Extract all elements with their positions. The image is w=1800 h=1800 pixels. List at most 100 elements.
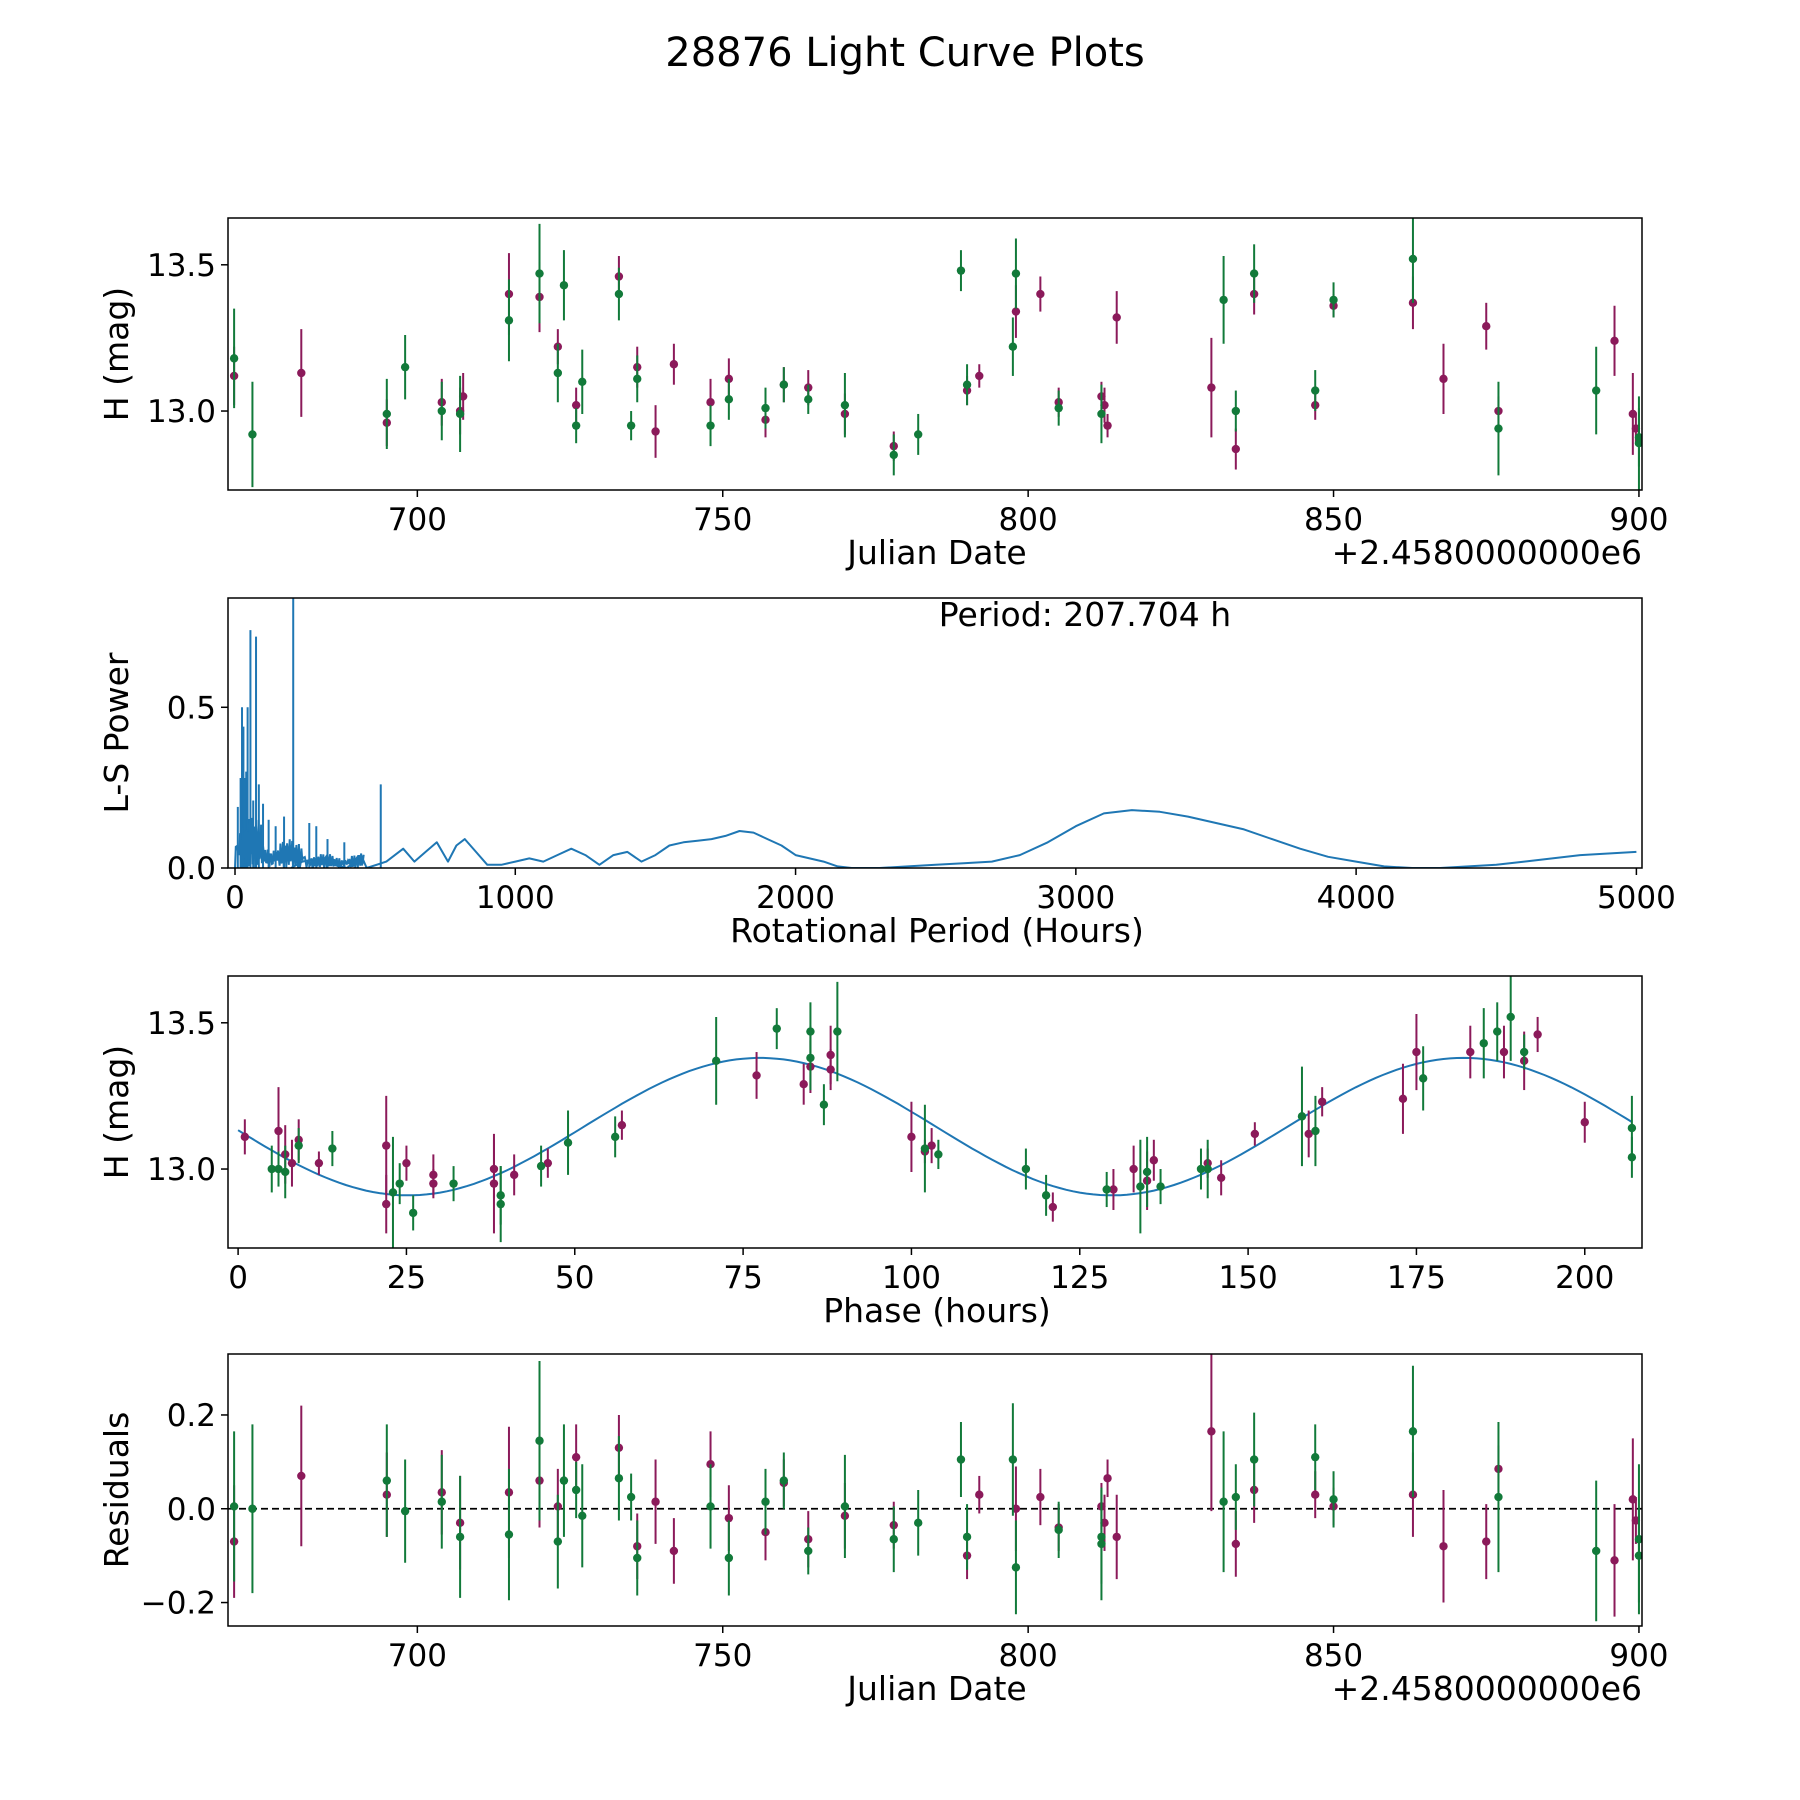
- data-point-filter_b: [724, 395, 734, 404]
- data-point-filter_b: [761, 1497, 770, 1506]
- data-point-filter_b: [914, 430, 923, 439]
- data-point-filter_a: [543, 1158, 553, 1168]
- data-point-filter_b: [504, 316, 514, 325]
- data-point-filter_b: [1494, 424, 1503, 433]
- data-point-filter_a: [975, 1490, 984, 1499]
- data-point-filter_b: [1329, 295, 1338, 305]
- data-point-filter_b: [1591, 386, 1601, 395]
- data-point-filter_b: [578, 377, 587, 386]
- data-point-filter_a: [240, 1132, 250, 1142]
- data-point-filter_b: [1097, 409, 1106, 419]
- plot-area: [228, 1354, 1642, 1622]
- data-point-filter_a: [1109, 1185, 1118, 1194]
- x-tick-label: 0: [225, 880, 245, 916]
- x-tick-label: 75: [723, 1260, 762, 1296]
- data-point-filter_a: [1112, 1532, 1121, 1542]
- y-tick-label: 13.5: [147, 248, 216, 284]
- data-point-filter_b: [633, 374, 642, 384]
- data-point-filter_b: [388, 1188, 398, 1197]
- plot-area: [229, 218, 1642, 490]
- y-axis-label: H (mag): [97, 1045, 136, 1179]
- data-point-filter_a: [1231, 1539, 1241, 1549]
- data-point-filter_b: [1408, 1427, 1418, 1436]
- x-tick-label: 3000: [1036, 880, 1115, 916]
- data-point-filter_a: [1580, 1118, 1589, 1127]
- data-point-filter_a: [1036, 1492, 1045, 1502]
- data-point-filter_a: [651, 427, 660, 436]
- data-point-filter_b: [294, 1141, 303, 1150]
- x-axis-label: Rotational Period (Hours): [730, 911, 1144, 950]
- data-point-filter_a: [1317, 1097, 1327, 1106]
- data-point-filter_b: [1311, 1452, 1320, 1462]
- data-point-filter_b: [806, 1053, 815, 1063]
- data-point-filter_b: [1311, 1126, 1320, 1136]
- data-point-filter_b: [571, 1485, 581, 1495]
- data-point-filter_b: [1634, 433, 1642, 442]
- data-point-filter_a: [1216, 1173, 1226, 1183]
- data-point-filter_b: [1021, 1164, 1031, 1174]
- y-axis-label: H (mag): [97, 287, 136, 421]
- data-point-filter_a: [1103, 1474, 1112, 1483]
- panel-phased: 0 25 50 75 100 125 150 175 200 13.0 13.5 Phase (hou…: [97, 975, 1643, 1330]
- x-axis-label: Phase (hours): [823, 1291, 1051, 1330]
- data-point-filter_a: [1207, 383, 1216, 392]
- data-point-filter_b: [455, 409, 465, 419]
- x-tick-label: 750: [693, 1638, 752, 1674]
- data-point-filter_b: [1054, 1525, 1063, 1535]
- data-point-filter_b: [274, 1164, 283, 1174]
- data-point-filter_a: [724, 1513, 734, 1523]
- data-point-filter_b: [248, 430, 257, 439]
- x-offset-label: +2.4580000000e6: [1332, 533, 1642, 572]
- data-point-filter_b: [610, 1132, 620, 1142]
- x-tick-label: 800: [999, 502, 1058, 538]
- x-tick-label: 850: [1304, 502, 1363, 538]
- data-point-filter_a: [752, 1071, 761, 1080]
- x-tick-label: 900: [1609, 502, 1668, 538]
- data-point-filter_a: [1048, 1202, 1058, 1212]
- data-point-filter_b: [1479, 1039, 1488, 1048]
- data-point-filter_b: [779, 1476, 789, 1485]
- data-point-filter_b: [779, 380, 789, 389]
- x-tick-label: 1000: [476, 880, 555, 916]
- data-point-filter_b: [772, 1024, 781, 1033]
- data-point-filter_a: [669, 360, 679, 369]
- panel-periodogram: 0 1000 2000 3000 4000 5000 0.0 0.5 Rotational Pe…: [97, 595, 1676, 950]
- x-tick-label: 100: [882, 1260, 941, 1296]
- data-point-filter_a: [571, 400, 581, 410]
- data-point-filter_a: [1398, 1094, 1408, 1104]
- data-point-filter_b: [248, 1504, 257, 1513]
- data-point-filter_b: [840, 400, 850, 410]
- data-point-filter_b: [633, 1553, 642, 1563]
- data-point-filter_b: [1196, 1164, 1206, 1174]
- x-offset-label: +2.4580000000e6: [1332, 1669, 1642, 1708]
- data-point-filter_b: [711, 1056, 721, 1066]
- data-point-filter_b: [1102, 1185, 1111, 1194]
- data-point-filter_a: [907, 1132, 916, 1142]
- data-point-filter_b: [1506, 1012, 1515, 1022]
- data-point-filter_b: [408, 1208, 418, 1218]
- plot-area: [234, 598, 1637, 868]
- y-tick-label: 0.0: [167, 851, 216, 887]
- data-point-filter_b: [437, 406, 446, 416]
- data-point-filter_b: [1591, 1546, 1601, 1556]
- periodogram-noise: [234, 817, 365, 868]
- x-tick-label: 150: [1219, 1260, 1278, 1296]
- data-point-filter_b: [626, 421, 636, 430]
- x-tick-label: 0: [228, 1260, 248, 1296]
- data-point-filter_b: [1627, 1123, 1637, 1133]
- data-point-filter_a: [826, 1050, 835, 1060]
- data-point-filter_a: [651, 1497, 660, 1506]
- data-point-filter_b: [496, 1191, 505, 1200]
- data-point-filter_a: [1304, 1129, 1313, 1139]
- data-point-filter_b: [382, 409, 392, 419]
- y-axis-label: Residuals: [97, 1412, 136, 1569]
- data-point-filter_b: [1627, 1153, 1637, 1162]
- data-point-filter_a: [1311, 1490, 1320, 1499]
- data-point-filter_a: [1482, 322, 1491, 331]
- data-point-filter_a: [1610, 336, 1619, 346]
- figure-title: 28876 Light Curve Plots: [665, 30, 1144, 76]
- data-point-filter_a: [1482, 1537, 1491, 1546]
- x-tick-label: 2000: [756, 880, 835, 916]
- data-point-filter_a: [1231, 444, 1241, 454]
